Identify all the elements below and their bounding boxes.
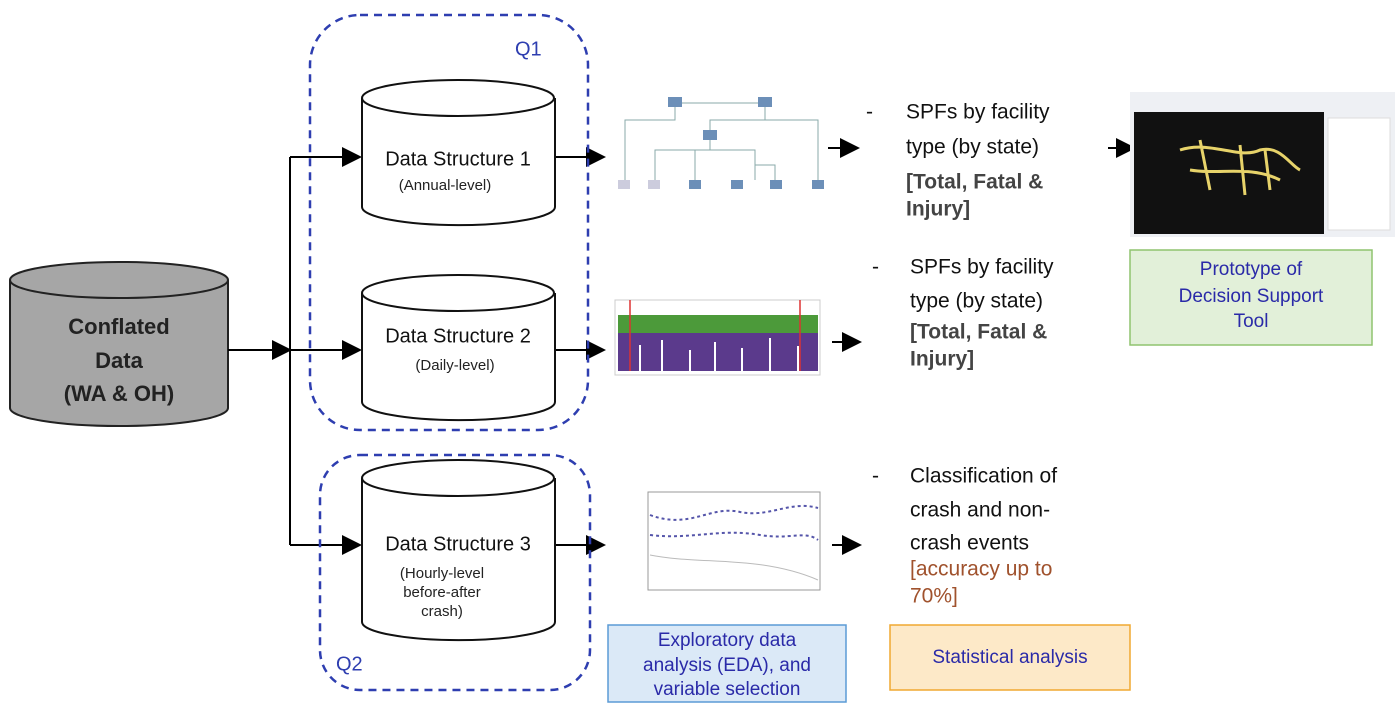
eda-box: Exploratory data analysis (EDA), and var… [608,625,846,702]
structure-title: Data Structure 3 [385,533,531,555]
output-2: - SPFs by facility type (by state) [Tota… [872,256,1054,371]
output-emphasis: [Total, Fatal & [910,321,1047,344]
bullet: - [872,256,879,279]
output-emphasis: Injury] [906,198,970,221]
output-emphasis: 70%] [910,585,958,608]
output-3: - Classification of crash and non- crash… [872,465,1057,608]
box-text: Decision Support [1179,286,1324,307]
output-text: crash and non- [910,499,1050,522]
output-emphasis: [Total, Fatal & [906,171,1043,194]
diagram: Conflated Data (WA & OH) Q1 Q2 Data Stru… [0,0,1398,703]
output-emphasis: [accuracy up to [910,558,1052,581]
structure-detail: crash) [421,603,463,620]
box-text: Statistical analysis [932,647,1087,668]
box-text: Prototype of [1200,259,1303,280]
output-emphasis: Injury] [910,348,974,371]
box-text: Tool [1234,311,1269,332]
structure-title: Data Structure 1 [385,148,531,170]
group-label: Q2 [336,653,363,675]
source-label: (WA & OH) [64,381,174,406]
data-structure-3: Data Structure 3 (Hourly-level before-af… [362,460,555,640]
output-text: type (by state) [906,136,1039,159]
structure-detail: (Annual-level) [399,177,492,194]
map-thumbnail [1130,92,1395,237]
structure-title: Data Structure 2 [385,325,531,347]
output-text: SPFs by facility [906,101,1050,124]
bullet: - [872,465,879,488]
timeseries-thumbnail [615,300,820,375]
output-text: Classification of [910,465,1057,488]
tree-thumbnail [618,97,824,189]
box-text: variable selection [654,679,801,700]
group-label: Q1 [515,38,542,60]
box-text: analysis (EDA), and [643,655,811,676]
output-text: type (by state) [910,290,1043,313]
bullet: - [866,101,873,124]
decision-tool-box: Prototype of Decision Support Tool [1130,250,1372,345]
output-1: - SPFs by facility type (by state) [Tota… [866,101,1050,221]
source-label: Data [95,348,143,373]
structure-detail: (Daily-level) [415,357,494,374]
data-structure-2: Data Structure 2 (Daily-level) [362,275,555,420]
statistical-box: Statistical analysis [890,625,1130,690]
data-structure-1: Data Structure 1 (Annual-level) [362,80,555,225]
source-label: Conflated [68,314,169,339]
output-text: SPFs by facility [910,256,1054,279]
source-store: Conflated Data (WA & OH) [10,262,228,426]
structure-detail: (Hourly-level [400,565,484,582]
structure-detail: before-after [403,584,481,601]
output-text: crash events [910,532,1029,555]
box-text: Exploratory data [658,630,797,651]
eda-thumbnail [648,492,820,590]
